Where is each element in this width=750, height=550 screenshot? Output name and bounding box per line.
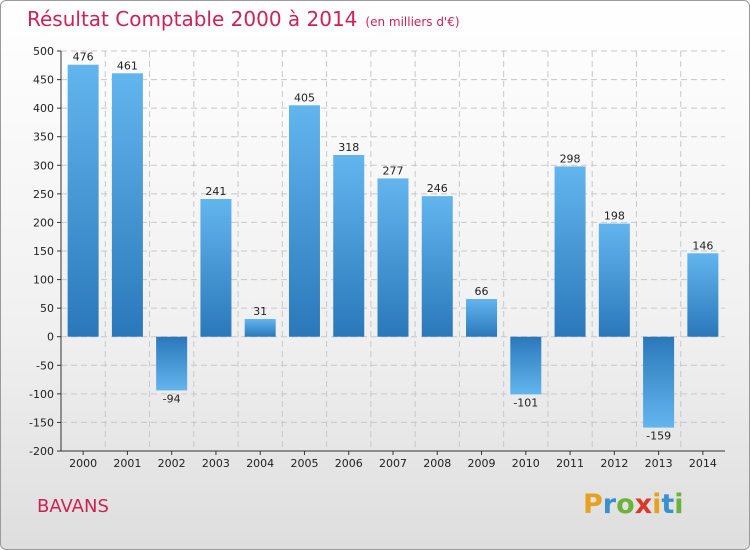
bar-value-label: 318 — [338, 141, 359, 154]
x-tick-label: 2005 — [290, 457, 318, 470]
bar — [643, 336, 675, 428]
y-tick-label: 0 — [47, 331, 54, 344]
y-tick-label: 150 — [33, 245, 54, 258]
x-tick-label: 2012 — [600, 457, 628, 470]
logo-letter: x — [634, 489, 653, 520]
bar — [111, 73, 143, 337]
bar-value-label: 66 — [475, 285, 489, 298]
chart-title: Résultat Comptable 2000 à 2014 (en millie… — [27, 7, 460, 31]
x-tick-label: 2009 — [468, 457, 496, 470]
bar — [288, 105, 320, 337]
bar-value-label: 476 — [73, 51, 94, 64]
chart-title-unit: (en milliers d'€) — [365, 15, 460, 29]
bar — [244, 319, 276, 337]
bar — [200, 199, 232, 337]
y-tick-label: -50 — [36, 359, 54, 372]
logo-letter: P — [583, 489, 603, 520]
bar — [377, 178, 409, 337]
bar — [156, 336, 188, 391]
x-tick-label: 2006 — [335, 457, 363, 470]
y-tick-label: 500 — [33, 45, 54, 58]
y-tick-label: 400 — [33, 102, 54, 115]
y-tick-label: 350 — [33, 131, 54, 144]
bar-value-label: 405 — [294, 91, 315, 104]
y-tick-label: 250 — [33, 188, 54, 201]
bar — [67, 64, 99, 337]
bar-value-label: -94 — [163, 392, 181, 405]
y-tick-label: 100 — [33, 274, 54, 287]
bar — [598, 223, 630, 337]
x-tick-label: 2013 — [645, 457, 673, 470]
bar-value-label: -101 — [513, 396, 538, 409]
x-tick-label: 2011 — [556, 457, 584, 470]
y-tick-label: -200 — [29, 445, 54, 458]
x-tick-label: 2003 — [202, 457, 230, 470]
bar — [421, 196, 453, 337]
bar-value-label: 277 — [383, 164, 404, 177]
x-tick-label: 2000 — [69, 457, 97, 470]
x-tick-label: 2002 — [158, 457, 186, 470]
x-tick-label: 2007 — [379, 457, 407, 470]
y-tick-label: -100 — [29, 388, 54, 401]
y-tick-label: 300 — [33, 159, 54, 172]
bar-value-label: 241 — [205, 185, 226, 198]
bar-value-label: 246 — [427, 182, 448, 195]
logo-letter: o — [616, 489, 635, 520]
bar-value-label: 198 — [604, 210, 625, 223]
logo-letter: t — [661, 489, 675, 520]
x-tick-label: 2010 — [512, 457, 540, 470]
bar-value-label: 31 — [253, 305, 267, 318]
bar — [554, 166, 586, 337]
commune-name: BAVANS — [37, 496, 109, 517]
proxiti-logo: Proxiti — [583, 489, 684, 520]
bar-value-label: -159 — [646, 430, 671, 443]
logo-letter: r — [602, 489, 617, 520]
x-tick-label: 2001 — [113, 457, 141, 470]
bar-value-label: 146 — [692, 239, 713, 252]
bar — [687, 253, 719, 337]
x-tick-label: 2014 — [689, 457, 717, 470]
bar-value-label: 461 — [117, 59, 138, 72]
bar-value-label: 298 — [560, 152, 581, 165]
y-tick-label: 450 — [33, 74, 54, 87]
chart-title-main: Résultat Comptable 2000 à 2014 — [27, 7, 358, 31]
x-tick-label: 2008 — [423, 457, 451, 470]
bar — [510, 336, 542, 395]
bar — [333, 155, 365, 337]
x-tick-label: 2004 — [246, 457, 274, 470]
logo-letter: i — [674, 489, 684, 520]
bar — [466, 299, 498, 337]
y-tick-label: 50 — [40, 302, 54, 315]
y-tick-label: 200 — [33, 216, 54, 229]
logo-letter: i — [652, 489, 662, 520]
y-tick-label: -150 — [29, 416, 54, 429]
